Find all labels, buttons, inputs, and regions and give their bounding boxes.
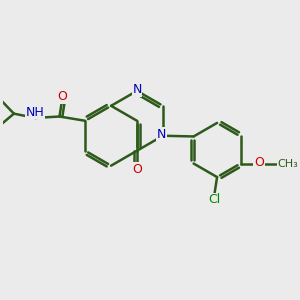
Text: Cl: Cl: [208, 194, 220, 206]
Text: N: N: [157, 128, 166, 141]
Text: O: O: [57, 90, 67, 103]
Text: CH₃: CH₃: [277, 158, 298, 169]
Text: NH: NH: [26, 106, 45, 119]
Text: N: N: [132, 83, 142, 96]
Text: O: O: [254, 156, 264, 169]
Text: O: O: [132, 163, 142, 176]
